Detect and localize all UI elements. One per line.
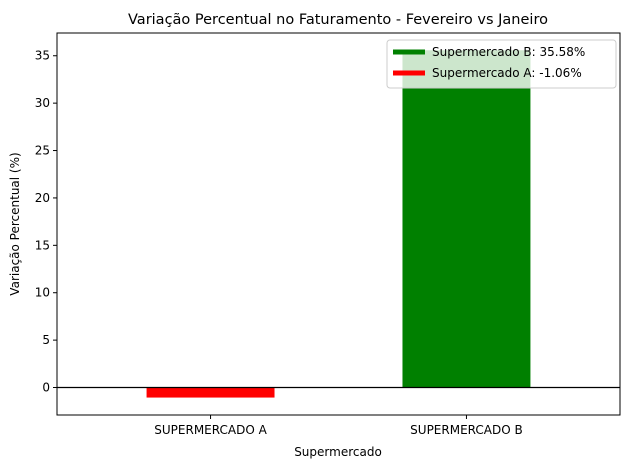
legend-label: Supermercado A: -1.06% — [432, 66, 582, 80]
legend-box — [386, 39, 617, 89]
x-tick-label: SUPERMERCADO B — [410, 423, 523, 437]
y-tick-label: 10 — [35, 286, 50, 300]
y-tick-label: 25 — [35, 144, 50, 158]
y-axis-label: Variação Percentual (%) — [8, 152, 22, 295]
plot-frame — [56, 32, 621, 416]
x-axis: SUPERMERCADO A SUPERMERCADO B — [154, 415, 523, 437]
y-tick-label: 20 — [35, 191, 50, 205]
chart-title: Variação Percentual no Faturamento - Fev… — [128, 12, 548, 28]
plot-area — [57, 50, 620, 398]
x-tick-label: SUPERMERCADO A — [154, 423, 267, 437]
y-axis: 0 5 10 15 20 25 30 35 — [35, 49, 57, 395]
bar-supermercado-b — [402, 50, 531, 388]
y-tick-label: 0 — [42, 381, 50, 395]
legend-label: Supermercado B: 35.58% — [432, 45, 585, 59]
bar-supermercado-a — [146, 387, 275, 398]
y-tick-label: 30 — [35, 96, 50, 110]
y-tick-label: 35 — [35, 49, 50, 63]
x-axis-label: Supermercado — [294, 445, 382, 459]
y-tick-label: 5 — [42, 333, 50, 347]
y-tick-label: 15 — [35, 238, 50, 252]
legend: Supermercado B: 35.58% Supermercado A: -1… — [386, 39, 617, 89]
